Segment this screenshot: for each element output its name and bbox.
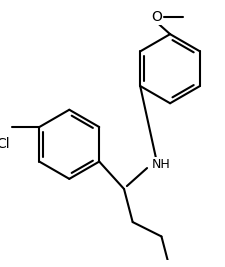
Text: NH: NH [152, 158, 171, 171]
Text: Cl: Cl [0, 137, 10, 151]
Text: O: O [152, 10, 163, 24]
